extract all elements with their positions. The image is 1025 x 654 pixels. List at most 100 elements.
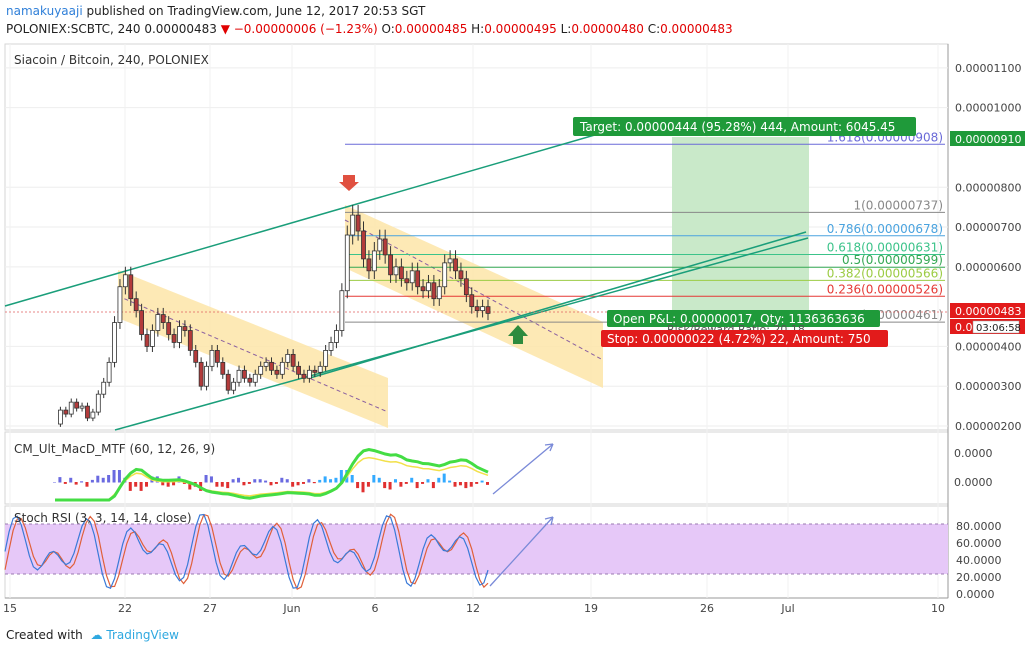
candle-body — [133, 298, 139, 312]
candle-body — [377, 238, 383, 252]
low-label: L: — [560, 22, 572, 36]
candle-body — [463, 278, 469, 296]
candle-body — [193, 350, 199, 363]
macd-bar — [237, 477, 241, 483]
target-price-tag: 0.00000910 — [950, 131, 1025, 146]
macd-bar — [377, 477, 381, 483]
fib-label: 1(0.00000737) — [853, 198, 943, 212]
publish-text: published on TradingView.com, June 12, 2… — [86, 4, 426, 18]
candle-body — [398, 266, 404, 280]
fib-retracement[interactable]: 1(0.00000737) 0.786(0.00000678) 0.618(0.00… — [345, 130, 945, 323]
time-tick-label: 19 — [584, 602, 598, 615]
candle-body — [171, 334, 177, 343]
candle-body — [236, 369, 242, 383]
macd-bar — [85, 482, 89, 487]
macd-bar — [274, 482, 278, 484]
time-tick-label: 26 — [700, 602, 714, 615]
candle-body — [187, 330, 193, 351]
rsi-tick-label: 20.0000 — [956, 571, 1002, 584]
rsi-axis: 80.0000 60.0000 40.0000 20.0000 0.0000 — [956, 520, 1002, 601]
arrow-down-marker — [339, 175, 359, 191]
candle-body — [420, 286, 426, 292]
candle-body — [436, 286, 442, 300]
candle-body — [225, 373, 231, 391]
macd-bar — [399, 482, 403, 487]
symbol-label: POLONIEX:SCBTC, 240 — [6, 22, 141, 36]
candles[interactable] — [58, 204, 491, 427]
macd-bar — [264, 480, 268, 483]
macd-bar — [329, 479, 333, 483]
time-tick-label: 15 — [3, 602, 17, 615]
rsi-tick-label: 80.0000 — [956, 520, 1002, 533]
macd-bar — [166, 482, 170, 487]
price-chart[interactable]: 1(0.00000737) 0.786(0.00000678) 0.618(0.00… — [0, 0, 1025, 620]
macd-bar — [480, 480, 484, 483]
candle-body — [209, 350, 215, 367]
candle-body — [214, 350, 220, 363]
candle-body — [290, 353, 296, 367]
candle-body — [301, 373, 307, 379]
fib-label: 0.236(0.00000526) — [827, 282, 943, 296]
candle-body — [323, 350, 329, 367]
price-tick-label: 0.00001100 — [955, 62, 1021, 75]
candle-body — [393, 266, 399, 276]
time-tick-label: 27 — [203, 602, 217, 615]
macd-bar — [96, 475, 100, 483]
macd-bar — [215, 482, 219, 487]
macd-bar — [415, 482, 419, 489]
time-tick-label: 12 — [466, 602, 480, 615]
countdown-text: 03:06:58 — [976, 323, 1021, 334]
time-tick-label: Jun — [282, 602, 300, 615]
macd-bar — [139, 482, 143, 491]
macd-tick-1: 0.0000 — [954, 447, 993, 460]
close-label: C: — [647, 22, 661, 36]
macd-bar — [226, 482, 230, 489]
brand-name[interactable]: TradingView — [106, 628, 179, 642]
open-pl-box[interactable]: Open P&L: 0.00000017, Qty: 1136363636 — [607, 310, 880, 327]
fib-label: 0.618(0.00000631) — [827, 241, 943, 255]
candle-body — [431, 282, 437, 300]
macd-bar — [58, 477, 62, 483]
candle-body — [252, 373, 258, 383]
macd-bar — [361, 482, 365, 493]
price-tick-label: 0.00000800 — [955, 181, 1021, 194]
macd-bar — [404, 482, 408, 484]
time-axis[interactable]: 15 22 27 Jun 6 12 19 26 Jul 10 — [3, 602, 945, 615]
candle-body — [242, 369, 247, 379]
macd-bar — [339, 470, 343, 483]
candle-body — [144, 334, 150, 347]
target-label: Target: 0.00000444 (95.28%) 444, Amount:… — [579, 120, 895, 134]
rsi-band — [5, 524, 948, 574]
rsi-tick-label: 40.0000 — [956, 554, 1002, 567]
candle-body — [122, 274, 128, 288]
candle-body — [58, 409, 63, 425]
author-link[interactable]: namakuyaaji — [6, 4, 83, 18]
candle-body — [117, 286, 123, 323]
open-value: 0.00000485 — [394, 22, 468, 36]
arrow-up-marker — [508, 325, 528, 344]
macd-bar — [242, 482, 246, 486]
stoch-rsi-d-line — [4, 513, 489, 590]
macd-bar — [90, 479, 94, 483]
stoch-rsi-lines — [4, 513, 489, 590]
rsi-tick-label: 60.0000 — [956, 537, 1002, 550]
open-pl-label: Open P&L: 0.00000017, Qty: 1136363636 — [613, 312, 865, 326]
candle-body — [247, 377, 253, 383]
price-tick-label: 0.00001000 — [955, 102, 1021, 115]
macd-bar — [356, 482, 360, 489]
target-label-box[interactable]: Target: 0.00000444 (95.28%) 444, Amount:… — [573, 117, 916, 136]
price-axis[interactable]: 0.00001100 0.00001000 0.00000800 0.00000700… — [955, 62, 1021, 433]
candle-body — [258, 365, 264, 375]
candle-body — [474, 306, 480, 312]
time-tick-label: 6 — [372, 602, 379, 615]
candle-body — [306, 369, 312, 379]
open-label: O: — [381, 22, 395, 36]
candle-body — [90, 411, 96, 419]
price-tick-label: 0.00000300 — [955, 380, 1021, 393]
macd-bar — [393, 479, 397, 483]
tradingview-logo[interactable]: ☁ TradingView — [90, 628, 179, 642]
stop-label: Stop: 0.00000022 (4.72%) 22, Amount: 750 — [607, 332, 871, 346]
stop-label-box[interactable]: Stop: 0.00000022 (4.72%) 22, Amount: 750 — [601, 330, 888, 347]
main-pane-title: Siacoin / Bitcoin, 240, POLONIEX — [14, 53, 209, 67]
macd-bar — [269, 482, 273, 486]
